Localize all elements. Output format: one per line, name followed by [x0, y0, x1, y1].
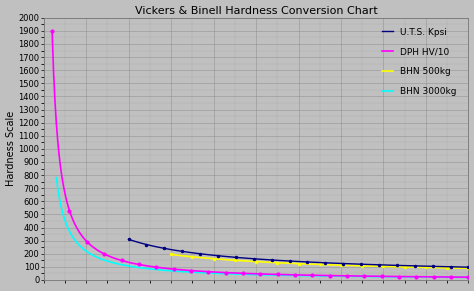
BHN 3000kg	[127, 264, 132, 268]
U.T.S. Kpsi	[373, 263, 378, 267]
DPH HV/10	[156, 266, 162, 269]
Title: Vickers & Binell Hardness Conversion Chart: Vickers & Binell Hardness Conversion Cha…	[135, 6, 377, 15]
DPH HV/10	[123, 260, 128, 263]
Line: BHN 500kg: BHN 500kg	[171, 254, 468, 268]
BHN 3000kg	[296, 274, 302, 277]
Legend: U.T.S. Kpsi, DPH HV/10, BHN 500kg, BHN 3000kg: U.T.S. Kpsi, DPH HV/10, BHN 500kg, BHN 3…	[380, 25, 460, 99]
BHN 3000kg	[240, 272, 246, 276]
BHN 3000kg	[54, 176, 59, 180]
U.T.S. Kpsi	[465, 265, 471, 269]
BHN 3000kg	[364, 275, 369, 278]
BHN 500kg	[384, 265, 390, 268]
BHN 500kg	[204, 256, 210, 260]
BHN 3000kg	[465, 276, 471, 279]
BHN 500kg	[465, 267, 471, 270]
Line: BHN 3000kg: BHN 3000kg	[56, 178, 468, 277]
Line: DPH HV/10: DPH HV/10	[52, 31, 468, 277]
BHN 3000kg	[159, 268, 165, 272]
U.T.S. Kpsi	[260, 258, 266, 261]
DPH HV/10	[295, 273, 301, 277]
BHN 500kg	[356, 264, 361, 267]
DPH HV/10	[327, 274, 333, 277]
Y-axis label: Hardness Scale: Hardness Scale	[6, 111, 16, 187]
BHN 500kg	[168, 253, 174, 256]
BHN 500kg	[383, 265, 389, 268]
DPH HV/10	[363, 274, 368, 278]
U.T.S. Kpsi	[339, 262, 345, 265]
U.T.S. Kpsi	[167, 248, 173, 251]
DPH HV/10	[465, 275, 471, 279]
BHN 500kg	[286, 262, 292, 265]
DPH HV/10	[237, 272, 243, 275]
U.T.S. Kpsi	[126, 237, 131, 241]
BHN 500kg	[265, 260, 271, 264]
Line: U.T.S. Kpsi: U.T.S. Kpsi	[128, 239, 468, 267]
U.T.S. Kpsi	[371, 263, 377, 266]
BHN 3000kg	[328, 274, 334, 278]
DPH HV/10	[49, 29, 55, 33]
U.T.S. Kpsi	[237, 256, 242, 259]
